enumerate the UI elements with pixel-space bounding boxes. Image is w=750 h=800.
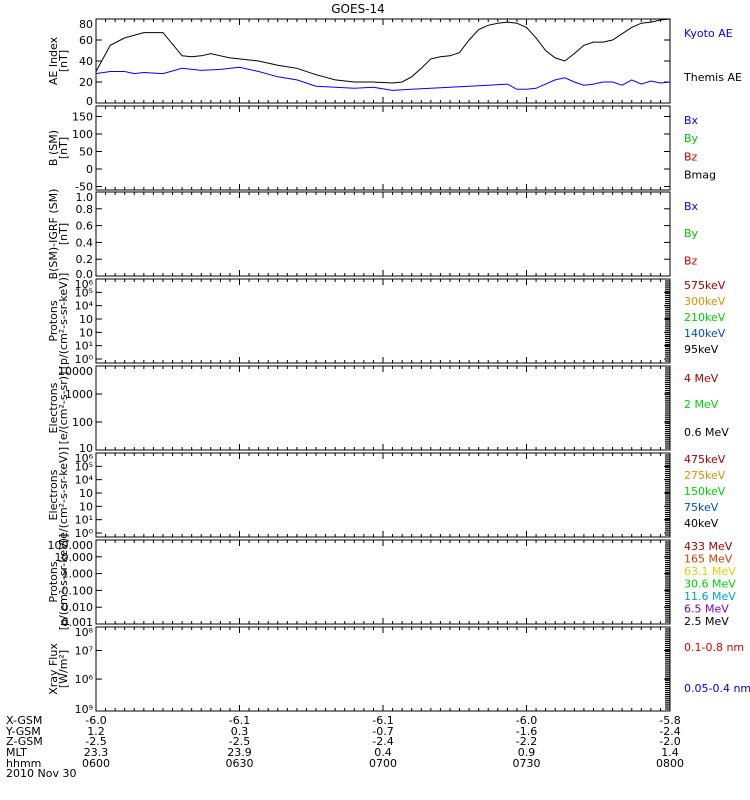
y-tick-label: 0.8 [76, 203, 94, 216]
legend-entry: 275keV [684, 469, 726, 482]
ephem-value: 0800 [656, 757, 684, 770]
legend-entry: Bmag [684, 168, 716, 181]
y-tick-label: 0 [86, 95, 93, 108]
y-tick-label: 10⁵ [75, 286, 93, 299]
panel-frame [96, 627, 670, 711]
panel-protons2: 100.00010.000 1.000 0.100 0.010 0.001 Protons… [47, 534, 736, 631]
panel-ae: 020406080AE Index[nT]Kyoto AEThemis AE [47, 18, 742, 108]
series-kyoto-ae [96, 67, 670, 90]
legend-entry: 165 MeV [684, 553, 733, 566]
y-tick-label: 10⁳ [79, 487, 93, 500]
panels: 020406080AE Index[nT]Kyoto AEThemis AE-5… [47, 18, 750, 716]
panel-frame [96, 453, 670, 537]
legend-entry: 300keV [684, 295, 726, 308]
y-tick-label: 80 [79, 18, 93, 31]
legend-entry: Kyoto AE [684, 27, 733, 40]
y-tick-label: 10⁲ [79, 500, 93, 513]
y-tick-label: 10⁸ [75, 626, 94, 639]
legend-entry: 475keV [684, 453, 726, 466]
y-tick-label: 1.0 [76, 191, 94, 204]
legend-entry: 2.5 MeV [684, 615, 729, 628]
legend-entry: 30.6 MeV [684, 578, 736, 591]
legend-entry: 6.5 MeV [684, 603, 729, 616]
y-tick-label: 10¹ [75, 514, 93, 527]
legend-entry: 140keV [684, 327, 726, 340]
y-tick-label: 10⁴ [75, 300, 94, 313]
panel-frame [96, 106, 670, 190]
y-tick-label: 20 [79, 76, 93, 89]
legend-entry: 575keV [684, 279, 726, 292]
panel-electrons1: 10000 1000 100 10 Electrons[e/(cm²-s-sr)] 4 M… [47, 365, 729, 455]
y-axis-label: [p/(cm²-s-sr-keV)] [57, 534, 70, 631]
legend-entry: Themis AE [683, 71, 742, 84]
legend-entry: 150keV [684, 485, 726, 498]
panel-frame [96, 540, 670, 624]
y-tick-label: 0.6 [76, 220, 94, 233]
legend-entry: 95keV [684, 343, 719, 356]
y-tick-label: 0 [86, 163, 93, 176]
legend-entry: 0.6 MeV [684, 426, 729, 439]
legend-entry: Bz [684, 150, 698, 163]
legend-entry: Bx [684, 114, 699, 127]
y-tick-label: 100 [72, 416, 93, 429]
y-axis-label: [e/(cm²-s-sr)] [57, 372, 70, 445]
panel-frame [96, 366, 670, 450]
legend-entry: 75keV [684, 501, 719, 514]
legend-entry: By [684, 227, 699, 240]
panel-frame [96, 279, 670, 363]
y-axis-label: [e/(cm²-s-sr-keV)] [57, 447, 70, 543]
y-tick-label: 10⁳ [79, 313, 93, 326]
panel-frame [96, 192, 670, 276]
legend-entry: 40keV [684, 517, 719, 530]
legend-entry: 4 MeV [684, 372, 719, 385]
y-axis-label: [W/m²] [57, 650, 70, 688]
panel-frame [96, 19, 670, 103]
panel-electrons2: 10⁶10⁵10⁴10⁳10⁲10¹10⁰Electrons[e/(cm²-s-… [47, 447, 726, 543]
ephem-value: 0630 [226, 757, 254, 770]
y-axis-label: [nT] [57, 137, 70, 159]
ephem-value: 0700 [369, 757, 397, 770]
legend-entry: 2 MeV [684, 398, 719, 411]
y-tick-label: 10⁶ [75, 673, 94, 686]
y-tick-label: 50 [79, 146, 93, 159]
y-tick-label: 40 [79, 55, 93, 68]
legend-entry: Bz [684, 254, 698, 267]
ephem-date: 2010 Nov 30 [6, 767, 76, 780]
y-tick-label: 10¹ [75, 340, 93, 353]
legend-entry: Bx [684, 200, 699, 213]
y-tick-label: 0.4 [76, 236, 94, 249]
y-axis-label: [p/(cm²-s-sr-keV)] [57, 273, 70, 370]
legend-entry: By [684, 132, 699, 145]
legend-entry: 210keV [684, 311, 726, 324]
legend-entry: 63.1 MeV [684, 565, 736, 578]
series-themis-ae [96, 19, 670, 83]
y-axis-label: [nT] [57, 50, 70, 72]
panel-bigrf: 0.0 0.2 0.4 0.6 0.81.0 B(SM)-IGRF (SM)[nT] Bx B… [47, 189, 699, 281]
panel-xray: 10⁸ 10⁷ 10⁶ 10⁹ Xray Flux[W/m²] 0.1-0.8 nm 0.0… [47, 626, 750, 716]
y-tick-label: 0.2 [76, 253, 94, 266]
chart-title: GOES-14 [331, 2, 385, 16]
legend-entry: 0.1-0.8 nm [684, 641, 744, 654]
y-tick-label: 60 [79, 34, 93, 47]
legend-entry: 11.6 MeV [684, 590, 736, 603]
y-tick-label: 150 [72, 111, 93, 124]
legend-entry: 433 MeV [684, 540, 733, 553]
y-axis-label: [nT] [57, 223, 70, 245]
panel-protons1: 10⁶10⁵10⁴10⁳10⁲10¹10⁰ Protons[p/(cm²-s-sr… [47, 273, 726, 370]
y-tick-label: 10⁲ [79, 326, 93, 339]
ephemeris-table: X-GSMY-GSMZ-GSMMLThhmm-6.01.2-2.523.3060… [5, 714, 684, 780]
ephem-value: 0730 [513, 757, 541, 770]
y-tick-label: 10⁷ [75, 645, 93, 658]
panel-bsm: -50050100150B (SM)[nT]BxByBzBmag [47, 106, 716, 194]
legend-entry: 0.05-0.4 nm [684, 682, 750, 695]
y-tick-label: 10⁵ [75, 460, 93, 473]
y-tick-label: 10⁴ [75, 474, 94, 487]
ephem-value: 0600 [82, 757, 110, 770]
y-tick-label: 100 [72, 128, 93, 141]
